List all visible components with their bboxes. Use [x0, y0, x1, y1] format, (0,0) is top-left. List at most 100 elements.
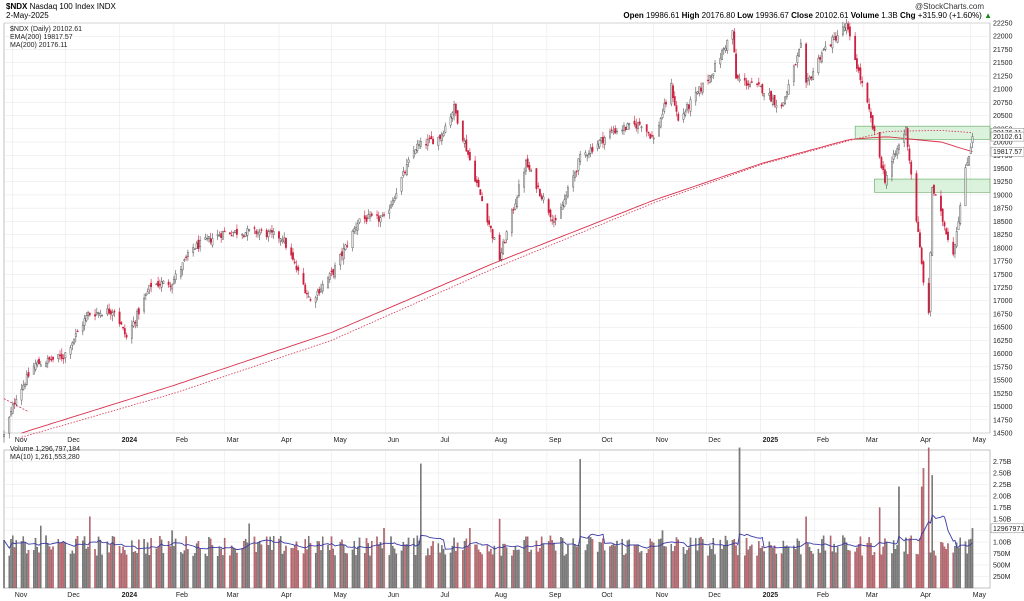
volume-bar	[649, 538, 651, 589]
volume-bar	[87, 546, 89, 589]
candle-body	[169, 285, 172, 287]
candle-body	[820, 52, 823, 63]
volume-bar	[665, 546, 667, 589]
candle-body	[297, 267, 300, 271]
volume-bar	[481, 554, 483, 589]
candle-body	[493, 237, 496, 240]
candle-body	[442, 133, 445, 137]
candle-body	[143, 297, 146, 312]
volume-bar	[896, 544, 898, 589]
candle-body	[416, 143, 419, 152]
volume-bar	[702, 539, 704, 589]
candle-body	[383, 214, 385, 216]
price-y-tick: 22250	[993, 21, 1013, 28]
high-label: High	[681, 11, 700, 20]
candle-body	[733, 31, 736, 53]
volume-bar	[696, 550, 699, 589]
volume-bar	[674, 546, 676, 589]
price-panel-frame	[3, 22, 991, 434]
volume-bar	[773, 545, 776, 589]
candle-body	[638, 121, 641, 125]
volume-bar	[183, 550, 186, 589]
volume-bar	[758, 541, 760, 589]
candle-body	[514, 203, 517, 210]
volume-bar	[99, 539, 102, 589]
candle-body	[565, 194, 568, 200]
price-y-tick: 14500	[993, 431, 1013, 438]
candle-body	[845, 23, 848, 31]
volume-bar	[954, 546, 956, 589]
candle-body	[700, 87, 702, 92]
candle-body	[272, 231, 275, 235]
volume-bar	[118, 546, 121, 589]
volume-bar	[884, 538, 886, 589]
candle-body	[640, 126, 643, 128]
volume-bar	[260, 544, 263, 589]
volume-bar	[486, 545, 489, 589]
volume-bar	[463, 541, 466, 589]
volume-bar	[761, 546, 764, 589]
volume-bar	[793, 545, 795, 589]
volume-bar	[169, 546, 172, 589]
volume-bar	[835, 552, 837, 589]
candle-body	[773, 94, 776, 105]
volume-bar	[292, 548, 294, 589]
candle-body	[798, 49, 801, 57]
price-x-tick: Sep	[549, 437, 562, 444]
volume-bar	[682, 547, 685, 589]
candle-body	[675, 105, 678, 112]
volume-bar	[222, 555, 224, 589]
candle-body	[934, 194, 937, 196]
volume-bar	[279, 536, 282, 589]
volume-bar	[318, 541, 320, 589]
volume-bar	[216, 555, 219, 589]
volume-bar	[553, 542, 555, 589]
candle-body	[898, 144, 900, 150]
volume-ma-legend: MA(10) 1,261,553,280	[10, 454, 80, 461]
price-y-tick: 18500	[993, 219, 1013, 226]
price-y-tick: 19000	[993, 192, 1013, 199]
volume-bar	[745, 537, 748, 589]
candle-body	[612, 131, 615, 134]
volume-bar	[246, 542, 249, 589]
candle-body	[831, 36, 834, 49]
price-x-tick: Feb	[817, 437, 829, 444]
candle-body	[38, 358, 40, 365]
candle-body	[817, 57, 820, 73]
volume-bar	[537, 551, 539, 589]
volume-bar	[659, 538, 662, 589]
candle-body	[542, 196, 545, 201]
candle-body	[101, 315, 103, 317]
ema200-start-line	[3, 398, 29, 413]
volume-bar	[756, 555, 758, 589]
candle-body	[819, 57, 822, 60]
volume-bar	[712, 538, 715, 589]
candle-body	[88, 313, 91, 316]
candle-body	[381, 215, 384, 217]
candle-body	[855, 58, 858, 69]
candle-body	[341, 251, 343, 257]
candle-body	[342, 248, 345, 260]
candle-body	[395, 193, 398, 199]
volume-bar	[83, 536, 86, 589]
candle-body	[414, 149, 417, 154]
volume-x-tick: Jul	[440, 592, 449, 599]
volume-bar	[563, 555, 566, 589]
volume-y-tick: 750M	[993, 551, 1011, 558]
volume-bar	[964, 541, 967, 589]
volume-bar	[285, 545, 287, 589]
volume-bar	[689, 537, 692, 589]
candle-body	[377, 215, 380, 222]
volume-bar	[709, 545, 711, 589]
price-y-tick: 18250	[993, 232, 1013, 239]
volume-bar	[738, 447, 741, 589]
price-x-tick: Nov	[15, 437, 28, 444]
candle-body	[684, 111, 687, 116]
candle-body	[796, 55, 799, 63]
volume-x-tick: Nov	[656, 592, 669, 599]
volume-bar	[307, 535, 310, 589]
volume-bar	[586, 544, 588, 589]
volume-bar	[710, 549, 713, 589]
volume-bar	[675, 537, 678, 589]
candle-body	[722, 48, 725, 51]
